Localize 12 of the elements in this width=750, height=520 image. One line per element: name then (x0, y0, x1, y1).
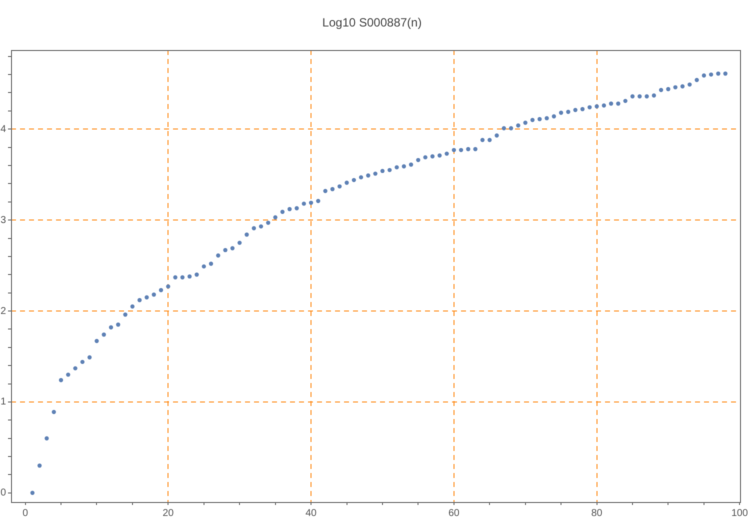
y-tick-label: 0 (0, 488, 6, 499)
y-tick-label: 1 (0, 396, 6, 408)
y-tick-label: 3 (0, 214, 6, 226)
chart-title: Log10 S000887(n) (322, 16, 422, 30)
y-tick-label: 2 (0, 306, 6, 317)
x-tick-label: 80 (591, 508, 603, 519)
x-tick-label: 0 (22, 508, 29, 519)
y-tick-label: 4 (0, 124, 6, 135)
x-tick-label: 60 (448, 508, 460, 519)
x-tick-label: 20 (162, 508, 174, 519)
x-tick-label: 100 (731, 508, 748, 519)
x-tick-label: 40 (305, 508, 318, 519)
